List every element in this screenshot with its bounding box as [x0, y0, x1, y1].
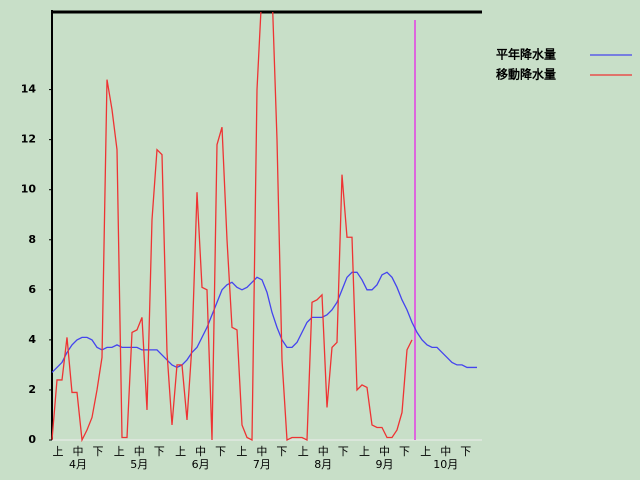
month-label: 5月	[130, 458, 148, 471]
y-tick-label: 0	[28, 433, 36, 446]
y-tick-label: 6	[28, 283, 36, 296]
month-label: 9月	[376, 458, 394, 471]
x-tick-label: 下	[154, 445, 165, 458]
x-tick-label: 下	[399, 445, 410, 458]
x-tick-label: 下	[93, 445, 104, 458]
x-tick-label: 中	[256, 445, 267, 458]
x-tick-label: 下	[215, 445, 226, 458]
x-tick-label: 上	[420, 445, 431, 458]
x-tick-label: 下	[276, 445, 287, 458]
y-tick-label: 14	[21, 83, 37, 96]
month-label: 6月	[192, 458, 210, 471]
y-tick-label: 8	[28, 233, 36, 246]
x-tick-label: 上	[53, 445, 64, 458]
month-label: 7月	[253, 458, 271, 471]
legend-label: 移動降水量	[496, 67, 556, 82]
x-tick-label: 中	[195, 445, 206, 458]
x-tick-label: 上	[298, 445, 309, 458]
x-tick-label: 上	[236, 445, 247, 458]
y-tick-label: 4	[28, 333, 36, 346]
x-tick-label: 中	[440, 445, 451, 458]
series-line	[51, 271, 477, 373]
legend-label: 平年降水量	[496, 47, 556, 62]
x-tick-label: 上	[114, 445, 125, 458]
month-label: 10月	[433, 458, 458, 471]
x-tick-label: 上	[359, 445, 370, 458]
plot-area	[51, 12, 477, 442]
x-tick-label: 中	[379, 445, 390, 458]
x-tick-label: 下	[460, 445, 471, 458]
y-tick-label: 2	[28, 383, 36, 396]
y-tick-label: 10	[21, 183, 37, 196]
x-tick-label: 下	[338, 445, 349, 458]
x-tick-label: 中	[73, 445, 84, 458]
month-label: 8月	[314, 458, 332, 471]
x-tick-label: 上	[175, 445, 186, 458]
x-tick-label: 中	[134, 445, 145, 458]
month-label: 4月	[69, 458, 87, 471]
y-tick-label: 12	[21, 133, 36, 146]
x-tick-label: 中	[318, 445, 329, 458]
series-line	[51, 12, 413, 442]
